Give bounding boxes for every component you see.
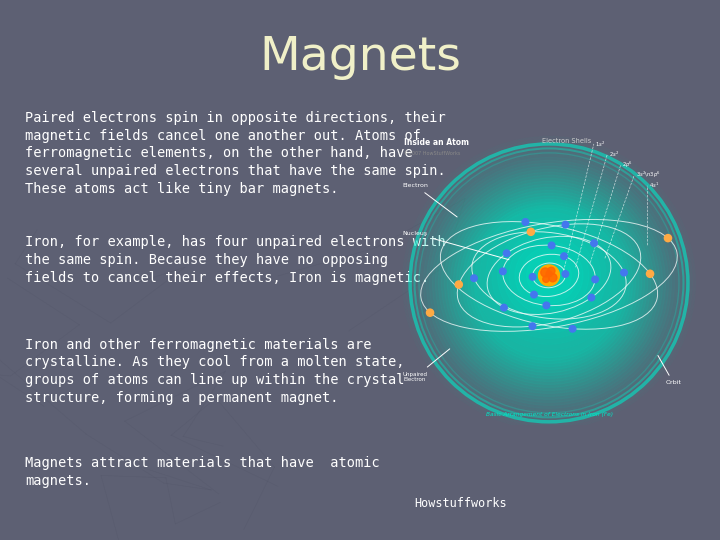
Text: $1s^2$: $1s^2$ (595, 139, 606, 148)
Circle shape (531, 291, 537, 298)
Circle shape (539, 265, 559, 286)
Text: Basic Arrangement of Electrons in Iron (Fe): Basic Arrangement of Electrons in Iron (… (485, 413, 613, 417)
Text: Orbit: Orbit (658, 355, 681, 386)
Text: $4s^1$: $4s^1$ (649, 181, 660, 191)
Text: Magnets: Magnets (259, 35, 461, 80)
Circle shape (509, 235, 589, 315)
Circle shape (451, 184, 647, 381)
Circle shape (515, 241, 583, 309)
Circle shape (500, 305, 507, 311)
Circle shape (529, 323, 536, 329)
Text: Magnets attract materials that have  atomic
magnets.: Magnets attract materials that have atom… (25, 456, 380, 488)
Text: Unpaired
Electron: Unpaired Electron (402, 349, 450, 382)
Circle shape (492, 218, 606, 333)
Circle shape (462, 196, 636, 369)
Text: $3s^2$\n$3p^6$: $3s^2$\n$3p^6$ (636, 170, 660, 180)
Text: ©2007 HowStuffWorks: ©2007 HowStuffWorks (404, 151, 461, 157)
Circle shape (546, 271, 552, 277)
Circle shape (472, 205, 626, 361)
Text: Inside an Atom: Inside an Atom (404, 138, 469, 147)
Circle shape (592, 276, 598, 283)
Circle shape (570, 326, 576, 332)
Text: $2p^6$: $2p^6$ (622, 160, 634, 170)
Circle shape (486, 212, 612, 339)
Circle shape (498, 224, 600, 327)
Circle shape (665, 234, 672, 242)
Text: Iron and other ferromagnetic materials are
crystalline. As they cool from a molt: Iron and other ferromagnetic materials a… (25, 338, 405, 405)
Circle shape (455, 281, 462, 288)
Circle shape (503, 230, 595, 321)
Circle shape (459, 193, 639, 373)
Circle shape (526, 253, 572, 298)
Circle shape (468, 202, 630, 363)
Circle shape (529, 274, 536, 280)
Circle shape (503, 250, 510, 256)
Circle shape (426, 309, 433, 316)
Circle shape (562, 221, 569, 228)
Circle shape (465, 199, 633, 367)
Circle shape (647, 270, 654, 278)
Circle shape (562, 271, 569, 277)
Circle shape (561, 253, 567, 260)
Circle shape (543, 302, 549, 309)
Circle shape (500, 268, 506, 275)
Circle shape (547, 267, 555, 275)
Circle shape (522, 219, 528, 225)
Text: Nucleus: Nucleus (402, 231, 509, 260)
Circle shape (541, 268, 550, 277)
Text: Paired electrons spin in opposite directions, their
magnetic fields cancel one a: Paired electrons spin in opposite direct… (25, 111, 446, 196)
Circle shape (549, 273, 557, 282)
Text: Electron: Electron (402, 183, 457, 217)
Circle shape (454, 187, 644, 379)
Circle shape (549, 242, 555, 249)
Circle shape (621, 269, 627, 276)
Circle shape (591, 240, 598, 246)
Text: Iron, for example, has four unpaired electrons with
the same spin. Because they : Iron, for example, has four unpaired ele… (25, 235, 446, 285)
Circle shape (527, 228, 534, 235)
Circle shape (456, 190, 642, 375)
Circle shape (543, 276, 549, 282)
Circle shape (471, 275, 477, 281)
Text: $2s^2$: $2s^2$ (609, 150, 619, 159)
Circle shape (521, 247, 577, 303)
Circle shape (588, 294, 595, 301)
Text: Howstuffworks: Howstuffworks (414, 497, 507, 510)
Text: Electron Shells: Electron Shells (541, 138, 591, 144)
Circle shape (474, 208, 624, 357)
